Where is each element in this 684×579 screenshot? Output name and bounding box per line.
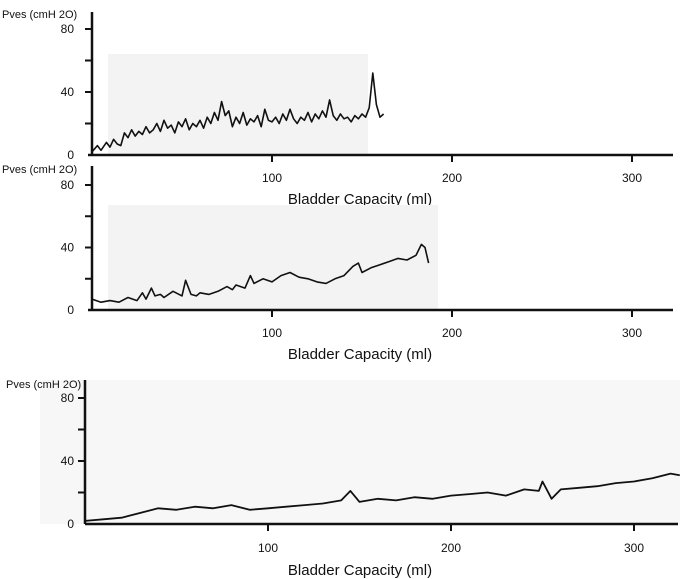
pressure-trace bbox=[91, 72, 385, 153]
y-axis-label: Pves (cmH 2O) bbox=[2, 9, 77, 21]
y-tick-label: 80 bbox=[61, 391, 75, 405]
pressure-trace bbox=[91, 243, 430, 303]
x-tick-labels: 100 200 300 bbox=[258, 541, 644, 555]
y-tick-label: 40 bbox=[61, 85, 75, 99]
y-tick-label: 80 bbox=[61, 178, 75, 192]
y-axis-label: Pves (cmH 2O) bbox=[6, 379, 81, 391]
chart-panel-2: Pves (cmH 2O) Bladder Capacity (ml) 0 40 8… bbox=[2, 164, 673, 363]
x-tick-label: 200 bbox=[441, 541, 461, 555]
chart-panel-1: Pves (cmH 2O) Bladder Capacity (ml) 0 40 8… bbox=[2, 9, 673, 208]
x-tick-labels: 100 200 300 bbox=[262, 171, 642, 185]
x-axis-label: Bladder Capacity (ml) bbox=[288, 191, 432, 208]
y-tick-label: 0 bbox=[67, 148, 74, 162]
x-tick-label: 100 bbox=[262, 326, 282, 340]
y-tick-label: 40 bbox=[61, 241, 75, 255]
y-tick-label: 40 bbox=[61, 454, 75, 468]
tick-marks bbox=[85, 184, 633, 317]
x-tick-label: 300 bbox=[622, 326, 642, 340]
y-tick-label: 80 bbox=[61, 22, 75, 36]
y-tick-label: 0 bbox=[67, 517, 74, 531]
y-tick-labels: 0 40 80 bbox=[61, 391, 75, 531]
y-tick-labels: 0 40 80 bbox=[61, 22, 75, 162]
x-tick-label: 300 bbox=[624, 541, 644, 555]
scan-shade bbox=[108, 54, 368, 156]
x-tick-label: 300 bbox=[622, 171, 642, 185]
x-tick-label: 200 bbox=[442, 326, 462, 340]
x-tick-label: 100 bbox=[262, 171, 282, 185]
y-axis-label: Pves (cmH 2O) bbox=[2, 164, 77, 176]
y-tick-label: 0 bbox=[67, 303, 74, 317]
y-tick-labels: 0 40 80 bbox=[61, 178, 75, 317]
scan-shade bbox=[40, 380, 680, 524]
tick-marks bbox=[85, 28, 633, 162]
chart-panel-3: Pves (cmH 2O) Bladder Capacity (ml) 0 40 8… bbox=[6, 379, 680, 579]
pressure-trace bbox=[84, 472, 680, 522]
x-tick-label: 200 bbox=[442, 171, 462, 185]
scan-shade bbox=[108, 205, 438, 310]
x-tick-label: 100 bbox=[258, 541, 278, 555]
x-tick-labels: 100 200 300 bbox=[262, 326, 642, 340]
x-axis-label: Bladder Capacity (ml) bbox=[288, 346, 432, 363]
x-axis-label: Bladder Capacity (ml) bbox=[288, 562, 432, 579]
tick-marks bbox=[78, 397, 635, 531]
